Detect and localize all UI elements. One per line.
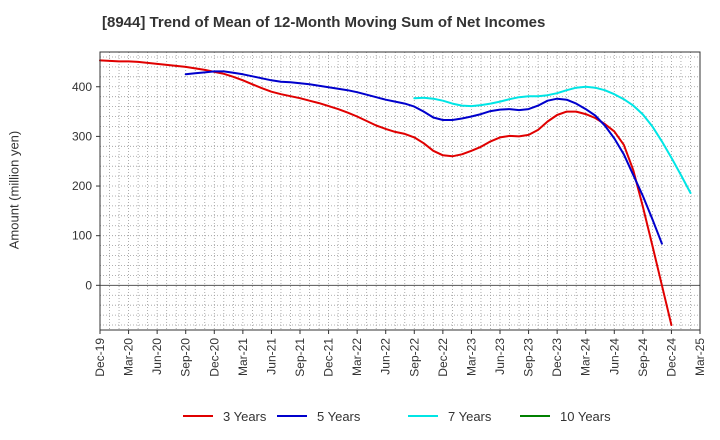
legend-swatch (183, 415, 213, 417)
x-tick-label: Dec-19 (93, 338, 107, 377)
x-tick-label: Mar-20 (122, 338, 136, 376)
x-tick-label: Mar-24 (579, 338, 593, 376)
x-tick-label: Mar-23 (464, 338, 478, 376)
y-tick-label: 100 (72, 229, 92, 243)
x-tick-label: Jun-20 (150, 338, 164, 375)
chart-title: [8944] Trend of Mean of 12-Month Moving … (102, 14, 546, 31)
x-tick-label: Sep-23 (522, 338, 536, 377)
grid-lines (100, 52, 700, 330)
x-tick-label: Mar-25 (693, 338, 707, 376)
x-tick-label: Dec-21 (322, 338, 336, 377)
series-line-5-years (184, 70, 663, 245)
legend: 3 Years 5 Years 7 Years 10 Years (0, 404, 720, 428)
legend-label: 5 Years (317, 408, 361, 424)
series-line-3-years (99, 59, 673, 326)
x-tick-label: Sep-22 (407, 338, 421, 377)
x-tick-label: Mar-22 (350, 338, 364, 376)
x-tick-label: Sep-24 (636, 338, 650, 377)
legend-item: 5 Years (277, 404, 360, 428)
y-tick-label: 300 (72, 129, 92, 143)
x-tick-labels: Dec-19 Mar-20 Jun-20 Sep-20 Dec-20 Mar-21 Jun-… (93, 330, 707, 377)
y-tick-label: 200 (72, 179, 92, 193)
x-tick-label: Jun-22 (379, 338, 393, 375)
x-tick-label: Dec-23 (550, 338, 564, 377)
legend-label: 10 Years (560, 408, 611, 424)
plot-frame (99, 51, 701, 331)
x-tick-label: Sep-20 (179, 338, 193, 377)
legend-item: 7 Years (408, 404, 491, 428)
y-tick-labels: 0 100 200 300 400 (72, 80, 100, 292)
y-tick-label: 0 (85, 278, 92, 292)
x-tick-label: Sep-21 (293, 338, 307, 377)
legend-item: 10 Years (520, 404, 611, 428)
legend-label: 3 Years (223, 408, 267, 424)
series-lines (99, 59, 692, 326)
y-tick-label: 400 (72, 80, 92, 94)
x-tick-label: Dec-22 (436, 338, 450, 377)
x-tick-label: Jun-23 (493, 338, 507, 375)
legend-label: 7 Years (448, 408, 492, 424)
legend-swatch (277, 415, 307, 417)
x-tick-label: Mar-21 (236, 338, 250, 376)
legend-swatch (408, 415, 438, 417)
x-tick-label: Dec-20 (207, 338, 221, 377)
x-tick-label: Dec-24 (664, 338, 678, 377)
legend-item: 3 Years (183, 404, 266, 428)
series-line-7-years (413, 85, 692, 194)
legend-swatch (520, 415, 550, 417)
x-tick-label: Jun-24 (607, 338, 621, 375)
x-tick-label: Jun-21 (264, 338, 278, 375)
